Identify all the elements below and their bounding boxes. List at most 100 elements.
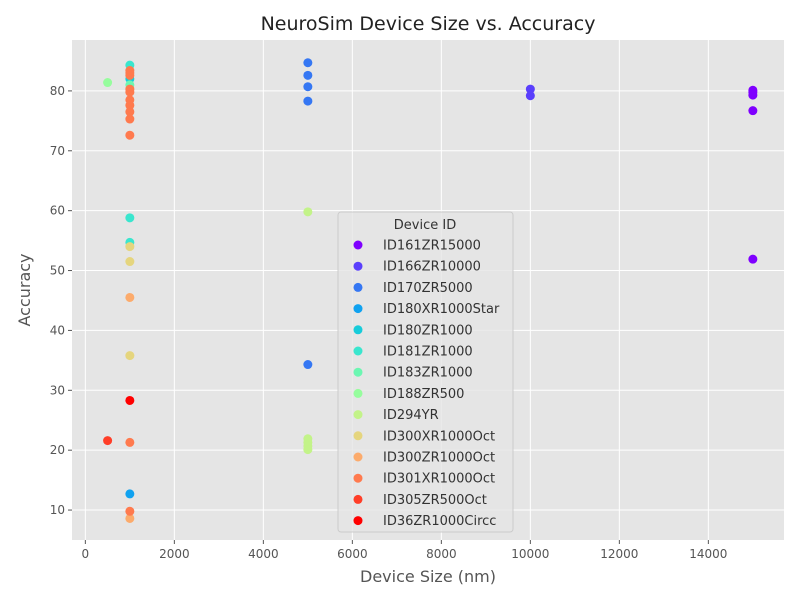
legend-marker: [353, 346, 363, 356]
series-ID166ZR10000: [525, 84, 535, 101]
data-point: [125, 242, 135, 252]
y-tick-label: 30: [50, 383, 65, 397]
legend-label: ID294YR: [383, 408, 439, 423]
data-point: [103, 78, 113, 88]
x-tick-label: 10000: [511, 547, 549, 561]
series-ID170ZR5000: [303, 58, 313, 370]
data-point: [125, 213, 135, 223]
legend-label: ID305ZR500Oct: [383, 493, 487, 508]
legend-marker: [353, 261, 363, 271]
legend-item: ID188ZR500: [353, 387, 464, 402]
legend-item: ID183ZR1000: [353, 366, 473, 381]
legend-label: ID36ZR1000Circc: [383, 514, 496, 529]
legend-marker: [353, 473, 363, 483]
tick-labels: 0 2000 4000 6000 8000 10000 12000 14000 10 20 30 40…: [50, 84, 728, 561]
y-tick-label: 50: [50, 264, 65, 278]
series-ID180XR1000Star: [125, 489, 135, 499]
data-point: [125, 513, 135, 523]
chart-title: NeuroSim Device Size vs. Accuracy: [261, 13, 596, 35]
data-point: [748, 106, 758, 116]
legend-marker: [353, 282, 363, 292]
legend: Device ID ID161ZR15000 ID166ZR10000 ID170Z…: [337, 211, 514, 533]
series-ID305ZR500Oct: [103, 436, 113, 446]
series-ID300ZR1000Oct: [125, 292, 135, 523]
data-point: [125, 130, 135, 140]
legend-marker: [353, 410, 363, 420]
data-point: [125, 351, 135, 361]
data-point: [303, 445, 313, 455]
data-point: [125, 70, 135, 80]
y-tick-label: 20: [50, 443, 65, 457]
series-ID294YR: [303, 207, 313, 455]
legend-label: ID181ZR1000: [383, 345, 473, 360]
legend-marker: [353, 431, 363, 441]
legend-label: ID301XR1000Oct: [383, 472, 495, 487]
legend-marker: [353, 516, 363, 526]
legend-item: ID161ZR15000: [353, 239, 481, 254]
y-tick-label: 40: [50, 323, 65, 337]
data-point: [125, 506, 135, 516]
data-point: [525, 91, 535, 101]
series-ID301XR1000Oct: [125, 66, 135, 516]
series-ID161ZR15000: [748, 85, 758, 264]
legend-item: ID180ZR1000: [353, 323, 473, 338]
legend-marker: [353, 452, 363, 462]
legend-item: ID300XR1000Oct: [353, 429, 495, 444]
data-point: [748, 90, 758, 100]
data-point: [125, 257, 135, 267]
legend-label: ID180XR1000Star: [383, 302, 500, 317]
data-point: [303, 96, 313, 106]
legend-marker: [353, 240, 363, 250]
legend-marker: [353, 367, 363, 377]
data-point: [303, 58, 313, 68]
data-point: [125, 395, 135, 405]
x-tick-label: 6000: [337, 547, 368, 561]
x-tick-label: 0: [82, 547, 90, 561]
data-point: [125, 107, 135, 117]
data-point: [303, 82, 313, 92]
data-point: [303, 207, 313, 217]
legend-marker: [353, 304, 363, 314]
legend-label: ID161ZR15000: [383, 239, 481, 254]
legend-item: ID305ZR500Oct: [353, 493, 487, 508]
legend-item: ID36ZR1000Circc: [353, 514, 496, 529]
x-tick-label: 12000: [600, 547, 638, 561]
legend-item: ID180XR1000Star: [353, 302, 500, 317]
data-point: [303, 70, 313, 80]
legend-title: Device ID: [394, 218, 456, 233]
y-axis-title: Accuracy: [15, 253, 34, 326]
x-tick-label: 4000: [248, 547, 279, 561]
data-point: [125, 292, 135, 302]
data-point: [125, 100, 135, 110]
legend-item: ID294YR: [353, 408, 439, 423]
data-point: [125, 437, 135, 447]
y-tick-label: 70: [50, 144, 65, 158]
legend-box: [337, 211, 514, 533]
y-tick-label: 60: [50, 204, 65, 218]
data-point: [125, 87, 135, 97]
data-point: [525, 84, 535, 94]
legend-label: ID183ZR1000: [383, 366, 473, 381]
x-axis-title: Device Size (nm): [360, 567, 496, 586]
legend-label: ID180ZR1000: [383, 323, 473, 338]
data-point: [125, 114, 135, 124]
data-point: [303, 360, 313, 370]
legend-item: ID170ZR5000: [353, 281, 473, 296]
data-point: [103, 436, 113, 446]
legend-marker: [353, 388, 363, 398]
legend-item: ID300ZR1000Oct: [353, 451, 495, 466]
x-tick-label: 2000: [159, 547, 190, 561]
series-ID188ZR500: [103, 78, 113, 88]
legend-label: ID166ZR10000: [383, 260, 481, 275]
x-tick-label: 14000: [689, 547, 727, 561]
legend-marker: [353, 325, 363, 335]
legend-marker: [353, 494, 363, 504]
legend-label: ID188ZR500: [383, 387, 464, 402]
legend-label: ID170ZR5000: [383, 281, 473, 296]
legend-items: ID161ZR15000 ID166ZR10000 ID170ZR5000 ID180…: [353, 239, 500, 529]
legend-item: ID181ZR1000: [353, 345, 473, 360]
data-point: [125, 489, 135, 499]
series-ID300XR1000Oct: [125, 242, 135, 361]
